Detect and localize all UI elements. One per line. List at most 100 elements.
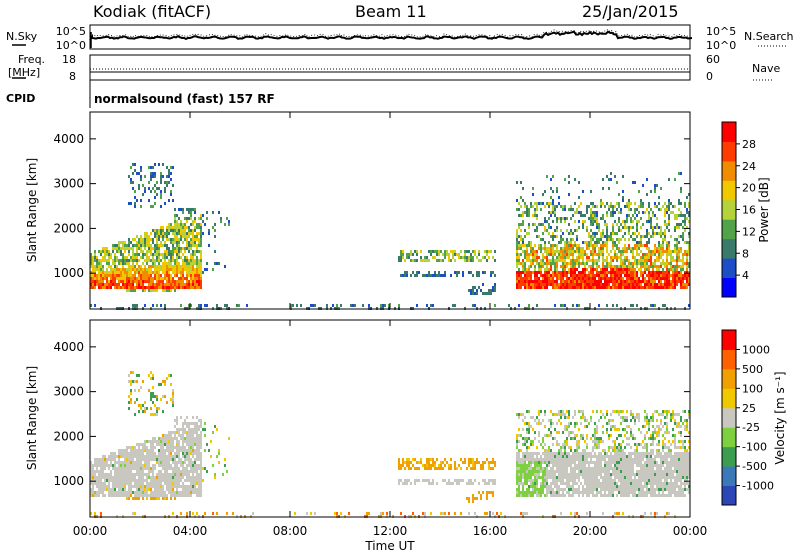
power-cell	[520, 277, 522, 280]
power-cell	[456, 274, 458, 277]
power-cell	[534, 244, 536, 247]
velocity-cell	[568, 458, 570, 461]
power-cell	[534, 202, 536, 205]
power-cell	[670, 235, 672, 238]
velocity-cell	[182, 464, 184, 467]
power-cell	[562, 205, 564, 208]
velocity-cell	[134, 494, 136, 497]
power-cell	[612, 283, 614, 286]
power-cell	[666, 259, 668, 262]
power-cell	[634, 280, 636, 283]
power-cell	[582, 250, 584, 253]
power-cell	[604, 205, 606, 208]
power-cell	[536, 229, 538, 232]
power-cell	[200, 271, 202, 274]
velocity-cell	[530, 494, 532, 497]
velocity-cell	[148, 467, 150, 470]
power-cell	[534, 280, 536, 283]
power-cell	[650, 265, 652, 268]
power-cell	[550, 253, 552, 256]
velocity-cell	[130, 452, 132, 455]
velocity-cell	[130, 482, 132, 485]
power-cell	[400, 253, 402, 256]
power-cell	[100, 262, 102, 265]
power-cell	[186, 217, 188, 220]
velocity-cell	[526, 494, 528, 497]
power-cell	[144, 232, 146, 235]
power-cell	[586, 277, 588, 280]
velocity-cell	[126, 491, 128, 494]
power-cell	[618, 238, 620, 241]
power-cell	[194, 250, 196, 253]
velocity-cell	[152, 449, 154, 452]
power-cell	[640, 280, 642, 283]
velocity-cell	[192, 437, 194, 440]
power-cell	[596, 262, 598, 265]
power-cell	[596, 265, 598, 268]
power-cell	[572, 247, 574, 250]
power-cell	[140, 274, 142, 277]
velocity-cell	[150, 449, 152, 452]
power-cell	[96, 277, 98, 280]
power-cell	[576, 235, 578, 238]
velocity-cell	[136, 455, 138, 458]
velocity-cell	[546, 455, 548, 458]
velocity-cell	[528, 479, 530, 482]
power-cell	[596, 214, 598, 217]
power-cell	[602, 202, 604, 205]
power-cell	[642, 262, 644, 265]
velocity-cell	[546, 476, 548, 479]
power-cell	[188, 274, 190, 277]
power-cell	[124, 274, 126, 277]
power-cell	[478, 253, 480, 256]
power-cell	[180, 280, 182, 283]
power-cell	[412, 259, 414, 262]
velocity-cell	[568, 425, 570, 428]
power-cell	[550, 250, 552, 253]
velocity-cell	[516, 470, 518, 473]
power-cell	[612, 304, 614, 307]
power-cell	[162, 289, 164, 292]
power-cell	[144, 241, 146, 244]
power-cell	[490, 292, 492, 295]
power-cell	[552, 238, 554, 241]
power-cell	[190, 223, 192, 226]
power-cell	[666, 265, 668, 268]
power-cell	[438, 250, 440, 253]
velocity-cell	[188, 443, 190, 446]
power-cell	[622, 250, 624, 253]
power-cell	[130, 202, 132, 205]
velocity-cell	[474, 497, 476, 500]
velocity-cell	[146, 455, 148, 458]
velocity-cell	[516, 452, 518, 455]
power-cell	[606, 256, 608, 259]
velocity-cell	[552, 473, 554, 476]
power-cell	[518, 256, 520, 259]
power-cell	[198, 274, 200, 277]
power-cell	[144, 277, 146, 280]
power-cell	[662, 238, 664, 241]
velocity-cell	[548, 464, 550, 467]
velocity-cell	[116, 455, 118, 458]
velocity-cell	[162, 485, 164, 488]
power-cell	[134, 268, 136, 271]
power-cell	[138, 286, 140, 289]
power-cell	[98, 274, 100, 277]
velocity-cell	[490, 491, 492, 494]
power-cell	[166, 268, 168, 271]
power-cell	[178, 280, 180, 283]
velocity-cell	[128, 395, 130, 398]
velocity-cell	[166, 464, 168, 467]
velocity-cell	[180, 458, 182, 461]
velocity-cell	[472, 482, 474, 485]
velocity-cell	[170, 476, 172, 479]
power-cell	[578, 256, 580, 259]
velocity-cell	[128, 374, 130, 377]
power-cell	[652, 262, 654, 265]
power-cell	[126, 247, 128, 250]
power-cell	[606, 265, 608, 268]
velocity-cell	[160, 485, 162, 488]
velocity-cell	[520, 512, 522, 515]
power-cell	[168, 280, 170, 283]
velocity-cell	[150, 440, 152, 443]
